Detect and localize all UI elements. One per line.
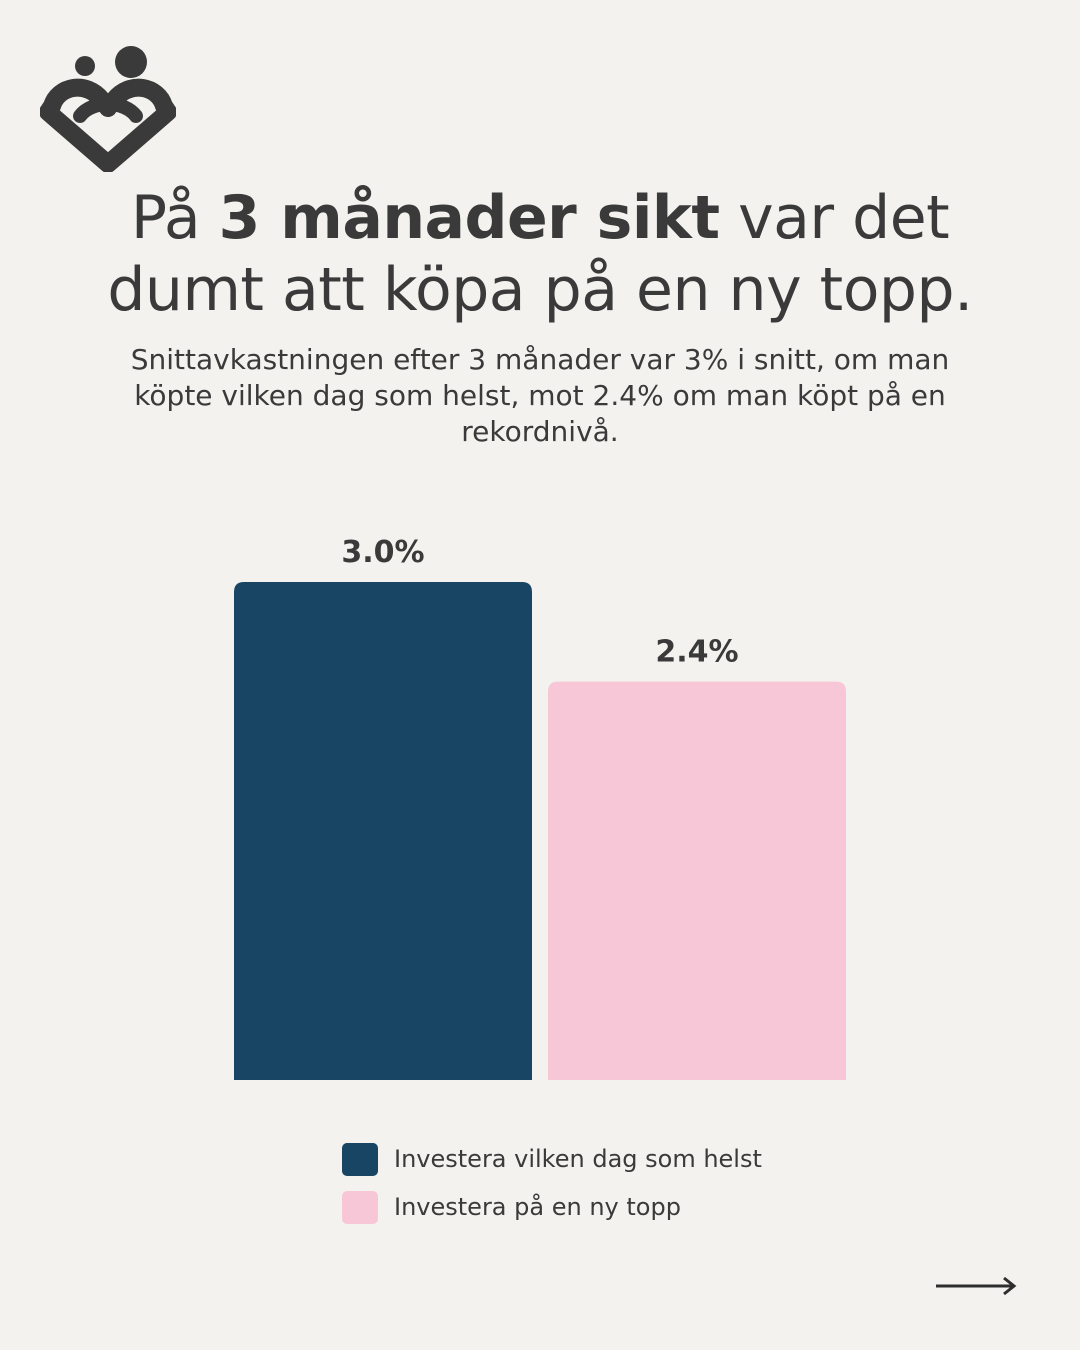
legend-item-new-top: Investera på en ny topp bbox=[342, 1190, 762, 1224]
arrow-right-icon[interactable] bbox=[934, 1274, 1018, 1298]
title-bold: 3 månader sikt bbox=[218, 183, 720, 253]
legend-label-new-top: Investera på en ny topp bbox=[394, 1193, 681, 1221]
value-label-any-day: 3.0% bbox=[341, 535, 424, 570]
legend-label-any-day: Investera vilken dag som helst bbox=[394, 1145, 762, 1173]
bar-any-day bbox=[234, 582, 532, 1080]
legend-swatch-any-day bbox=[342, 1142, 378, 1176]
heart-people-logo-icon bbox=[40, 46, 176, 172]
bar-chart: 3.0% 2.4% bbox=[234, 535, 846, 1080]
legend-item-any-day: Investera vilken dag som helst bbox=[342, 1142, 762, 1176]
page-subtitle: Snittavkastningen efter 3 månader var 3%… bbox=[130, 343, 950, 448]
legend-swatch-new-top bbox=[342, 1190, 378, 1224]
value-label-new-top: 2.4% bbox=[655, 635, 738, 670]
title-post: var det dumt att köpa på en ny topp. bbox=[107, 183, 973, 325]
bar-new-top bbox=[548, 681, 846, 1080]
title-pre: På bbox=[130, 183, 219, 253]
page-title: På 3 månader sikt var det dumt att köpa … bbox=[60, 182, 1020, 326]
chart-legend: Investera vilken dag som helst Investera… bbox=[342, 1142, 762, 1238]
